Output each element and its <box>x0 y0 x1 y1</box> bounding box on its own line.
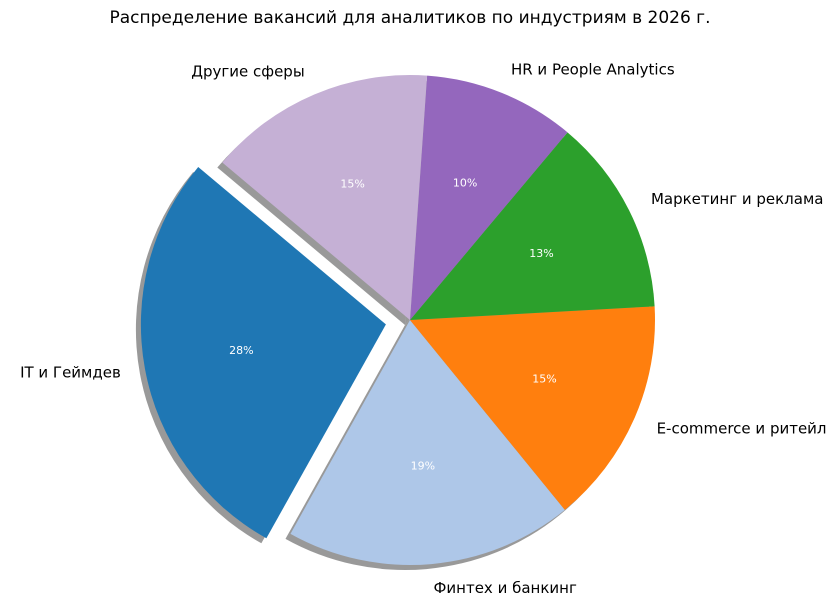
category-label: IT и Геймдев <box>20 364 121 382</box>
value-label: 19% <box>411 459 435 472</box>
value-label: 15% <box>532 372 556 385</box>
category-label: Маркетинг и реклама <box>651 190 824 208</box>
category-label: Финтех и банкинг <box>433 579 576 597</box>
value-label: 10% <box>453 177 477 190</box>
category-label: E-commerce и ритейл <box>657 419 827 437</box>
wedge <box>222 75 428 320</box>
wedge <box>410 306 655 510</box>
value-label: 15% <box>340 178 364 191</box>
wedge <box>290 320 565 565</box>
wedge <box>410 132 655 320</box>
value-label: 28% <box>229 344 253 357</box>
category-label: Другие сферы <box>191 62 304 80</box>
wedge <box>140 166 386 539</box>
wedge <box>410 75 568 321</box>
value-label: 13% <box>529 247 553 260</box>
chart-title: Распределение вакансий для аналитиков по… <box>109 8 710 28</box>
category-label: HR и People Analytics <box>511 61 675 79</box>
